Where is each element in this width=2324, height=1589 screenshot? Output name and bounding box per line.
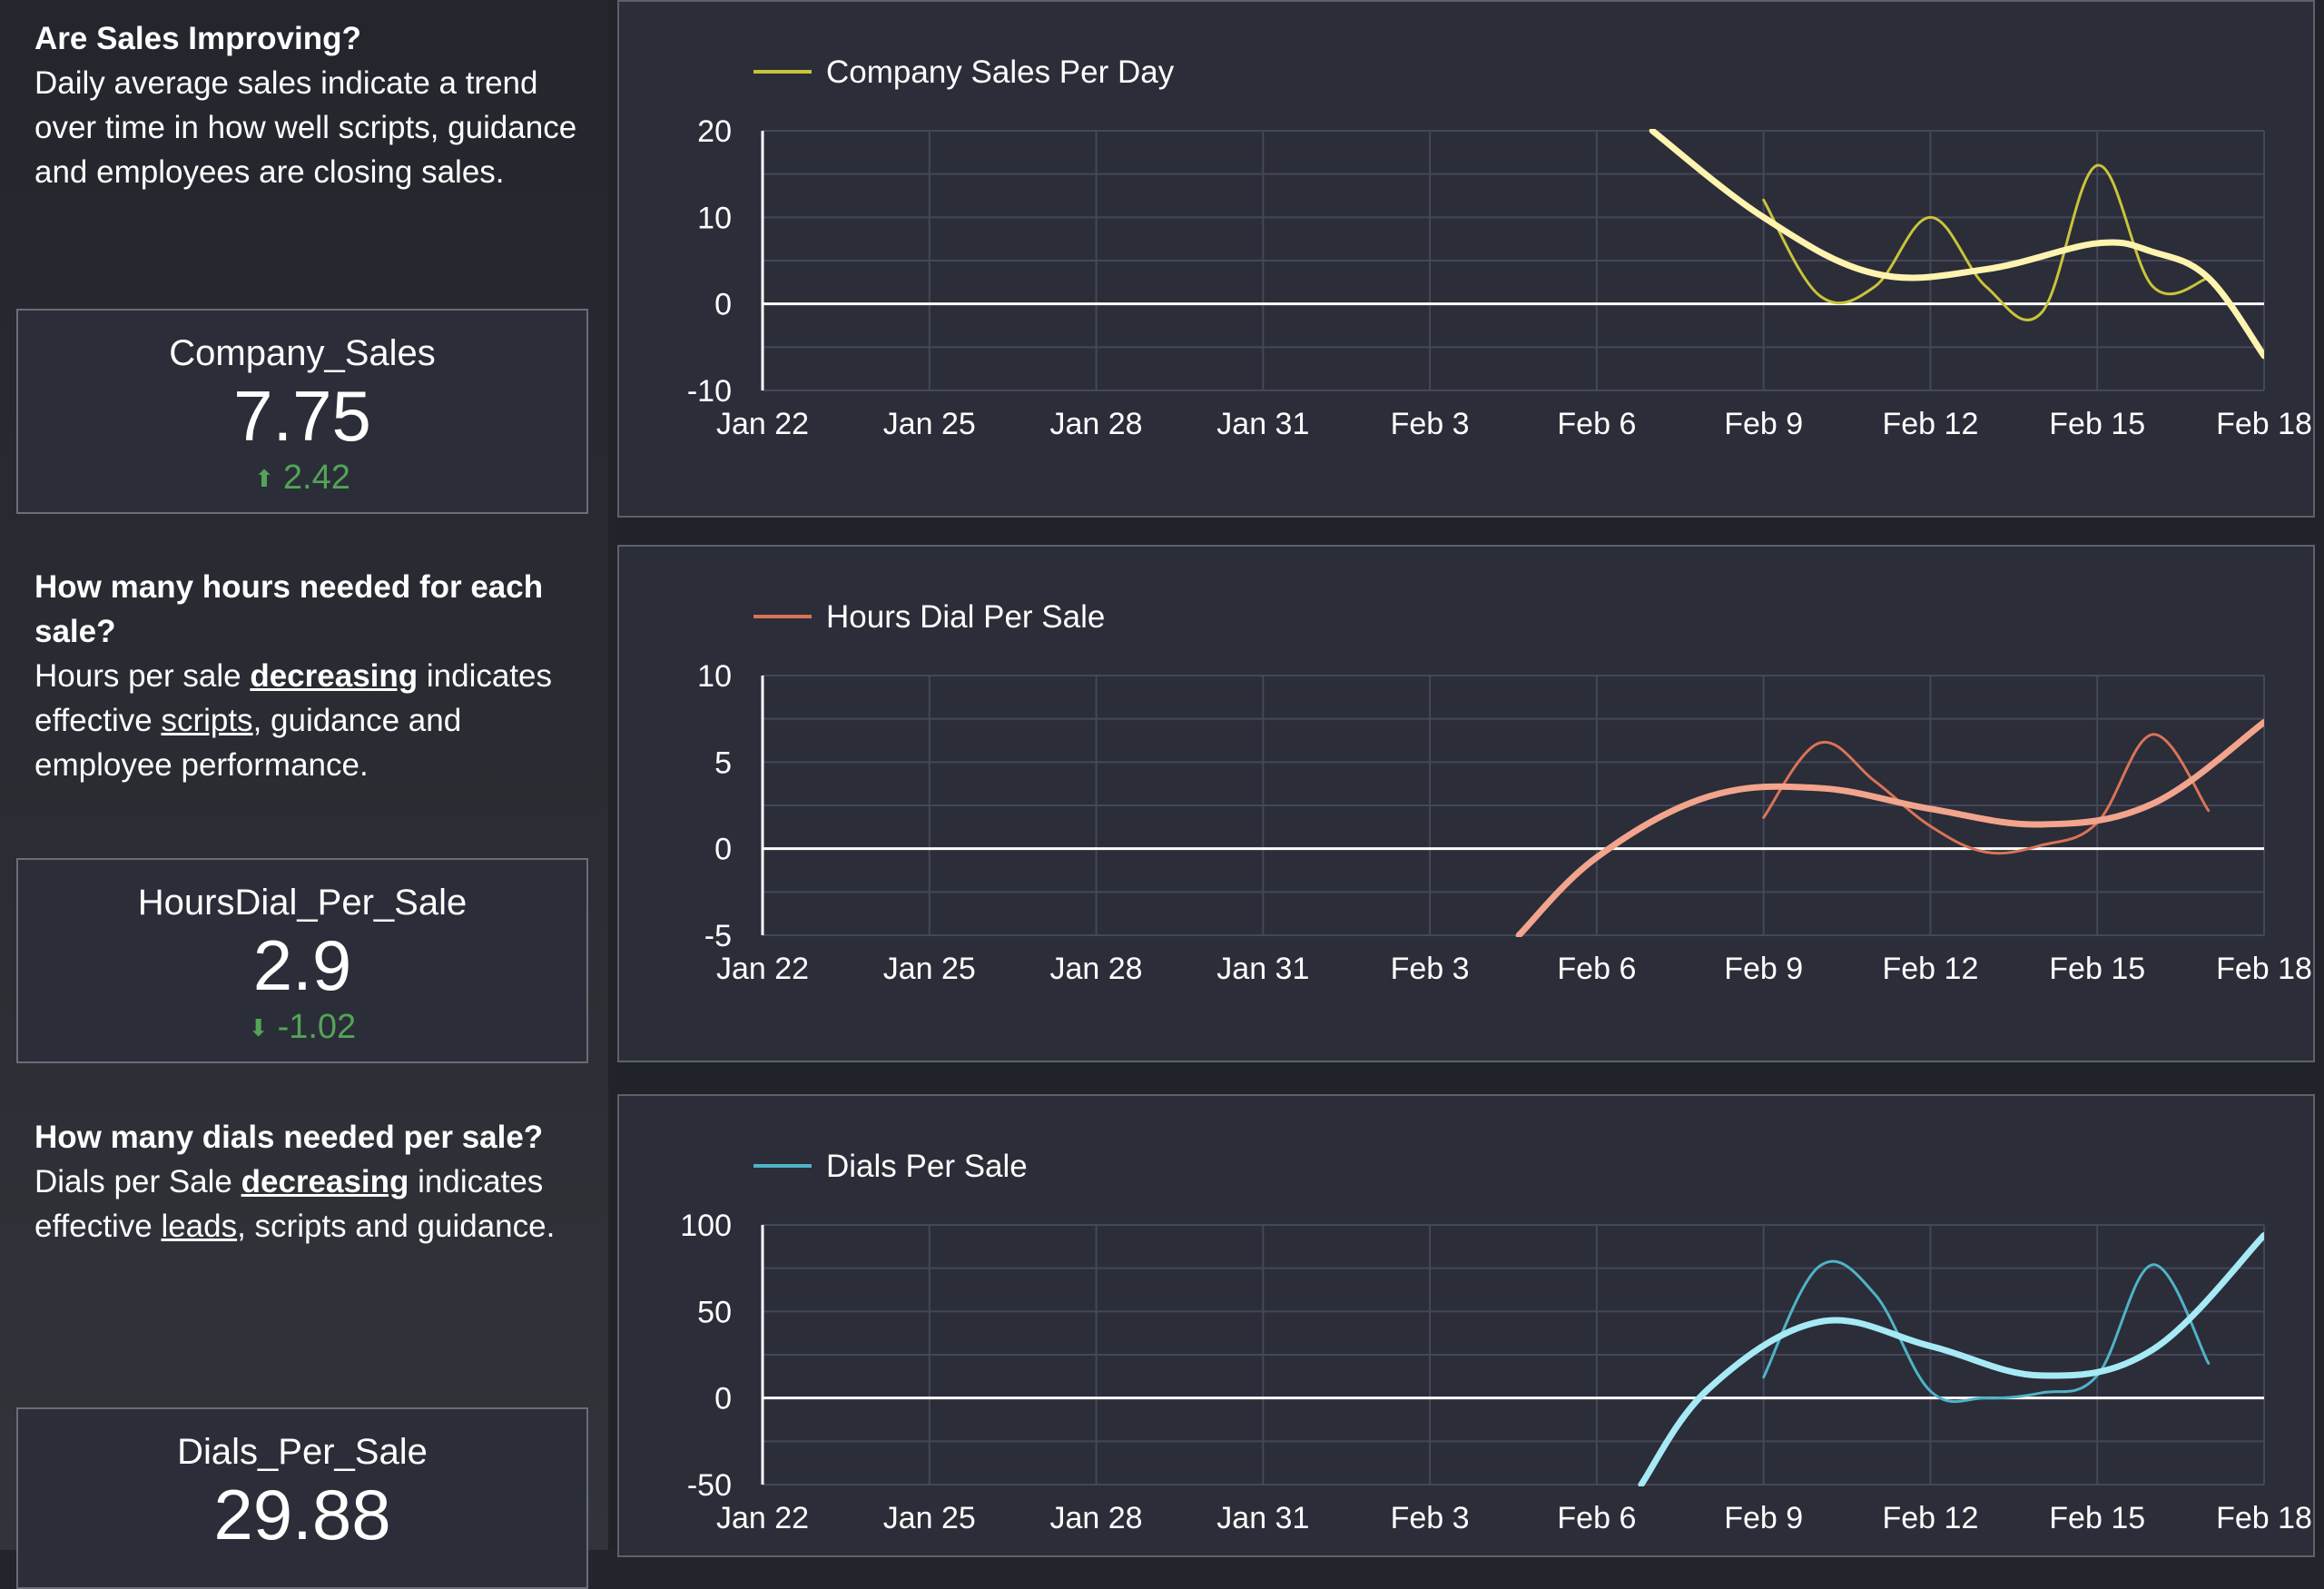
trend-line — [1649, 129, 2264, 360]
desc-part: , scripts and guidance. — [237, 1209, 556, 1244]
y-tick-label: -50 — [687, 1468, 732, 1503]
section-3-description: How many dials needed per sale? Dials pe… — [34, 1115, 579, 1248]
desc-emphasis: decreasing — [241, 1164, 409, 1199]
x-tick-label: Jan 31 — [1216, 1501, 1309, 1535]
trend-line — [1515, 718, 2264, 937]
x-tick-label: Jan 28 — [1050, 952, 1143, 986]
left-column: Are Sales Improving? Daily average sales… — [0, 0, 608, 1589]
section-1-text: Daily average sales indicate a trend ove… — [34, 65, 577, 190]
kpi-hours-dial-per-sale[interactable]: HoursDial_Per_Sale 2.9 ⬇ -1.02 — [16, 858, 588, 1063]
x-tick-label: Jan 28 — [1050, 407, 1143, 441]
chart-panel-hours-dial-per-sale[interactable]: 10 5 0 -5 Jan 22 Jan 25 Jan 28 Jan 31 Feb 3 Feb 6… — [617, 545, 2315, 1062]
chart-panel-dials-per-sale[interactable]: 100 50 0 -50 Jan 22 Jan 25 Jan 28 Jan 31 Feb 3 Fe… — [617, 1094, 2315, 1557]
desc-part: Dials per Sale — [34, 1164, 241, 1199]
x-tick-label: Feb 12 — [1883, 952, 1979, 986]
x-tick-label: Feb 6 — [1557, 1501, 1636, 1535]
x-tick-label: Jan 25 — [883, 1501, 976, 1535]
kpi-value: 7.75 — [233, 376, 371, 456]
desc-underline: leads — [161, 1209, 238, 1244]
section-3-question: How many dials needed per sale? — [34, 1120, 544, 1155]
section-1-question: Are Sales Improving? — [34, 21, 361, 56]
x-tick-label: Jan 25 — [883, 407, 976, 441]
x-tick-label: Feb 15 — [2049, 407, 2145, 441]
kpi-company-sales[interactable]: Company_Sales 7.75 ⬆ 2.42 — [16, 309, 588, 514]
x-tick-label: Jan 22 — [716, 1501, 809, 1535]
x-tick-label: Feb 6 — [1557, 952, 1636, 986]
x-tick-label: Feb 3 — [1391, 407, 1470, 441]
arrow-up-icon: ⬆ — [254, 465, 274, 492]
y-tick-label: -10 — [687, 374, 732, 409]
y-tick-label: 0 — [714, 1382, 732, 1416]
x-tick-label: Feb 6 — [1557, 407, 1636, 441]
desc-underline: scripts — [161, 703, 253, 738]
section-1-description: Are Sales Improving? Daily average sales… — [34, 16, 579, 194]
x-tick-label: Jan 25 — [883, 952, 976, 986]
desc-part: , guidance and employee performance. — [34, 703, 462, 783]
chart-panel-company-sales[interactable]: 20 10 0 -10 Jan 22 Jan 25 Jan 28 Jan 31 Feb 3 Feb… — [617, 0, 2315, 518]
x-tick-label: Feb 9 — [1724, 1501, 1803, 1535]
x-tick-label: Feb 3 — [1391, 1501, 1470, 1535]
kpi-value: 29.88 — [213, 1475, 391, 1554]
x-tick-label: Feb 18 — [2216, 407, 2312, 441]
y-tick-label: -5 — [704, 919, 732, 953]
y-tick-label: 50 — [697, 1295, 732, 1329]
y-tick-label: 5 — [714, 745, 732, 780]
x-tick-label: Jan 22 — [716, 407, 809, 441]
arrow-down-icon: ⬇ — [248, 1014, 269, 1041]
y-tick-label: 10 — [697, 201, 732, 235]
section-2-question: How many hours needed for each sale? — [34, 569, 544, 649]
kpi-name: Dials_Per_Sale — [177, 1432, 428, 1472]
kpi-dials-per-sale[interactable]: Dials_Per_Sale 29.88 — [16, 1407, 588, 1589]
series-line — [1762, 1259, 2211, 1404]
x-tick-label: Feb 15 — [2049, 1501, 2145, 1535]
x-tick-label: Feb 9 — [1724, 407, 1803, 441]
kpi-name: Company_Sales — [169, 333, 436, 373]
y-tick-label: 100 — [680, 1209, 732, 1243]
legend-label[interactable]: Dials Per Sale — [826, 1149, 1028, 1184]
y-tick-label: 20 — [697, 114, 732, 149]
y-tick-label: 0 — [714, 288, 732, 322]
x-tick-label: Jan 22 — [716, 952, 809, 986]
desc-part: Hours per sale — [34, 658, 251, 694]
kpi-delta: ⬆ 2.42 — [18, 458, 586, 498]
y-tick-label: 0 — [714, 833, 732, 867]
desc-emphasis: decreasing — [250, 658, 419, 694]
x-tick-label: Jan 28 — [1050, 1501, 1143, 1535]
x-tick-label: Feb 15 — [2049, 952, 2145, 986]
x-tick-label: Feb 9 — [1724, 952, 1803, 986]
kpi-delta-value: -1.02 — [277, 1008, 357, 1046]
x-tick-label: Jan 31 — [1216, 952, 1309, 986]
x-tick-label: Feb 18 — [2216, 1501, 2312, 1535]
trend-line — [1638, 1231, 2264, 1486]
desc-part: indicates effective — [34, 658, 553, 738]
desc-part: indicates effective — [34, 1164, 544, 1244]
series-line — [1762, 163, 2211, 321]
series-line — [1762, 733, 2211, 855]
legend-label[interactable]: Company Sales Per Day — [826, 54, 1175, 90]
x-tick-label: Jan 31 — [1216, 407, 1309, 441]
kpi-delta-value: 2.42 — [282, 459, 350, 497]
y-tick-label: 10 — [697, 659, 732, 694]
section-2-description: How many hours needed for each sale? Hou… — [34, 565, 579, 787]
x-tick-label: Feb 18 — [2216, 952, 2312, 986]
x-tick-label: Feb 3 — [1391, 952, 1470, 986]
kpi-name: HoursDial_Per_Sale — [137, 883, 468, 923]
x-tick-label: Feb 12 — [1883, 1501, 1979, 1535]
x-tick-label: Feb 12 — [1883, 407, 1979, 441]
kpi-delta: ⬇ -1.02 — [18, 1007, 586, 1048]
kpi-value: 2.9 — [252, 925, 352, 1005]
legend-label[interactable]: Hours Dial Per Sale — [826, 599, 1105, 635]
